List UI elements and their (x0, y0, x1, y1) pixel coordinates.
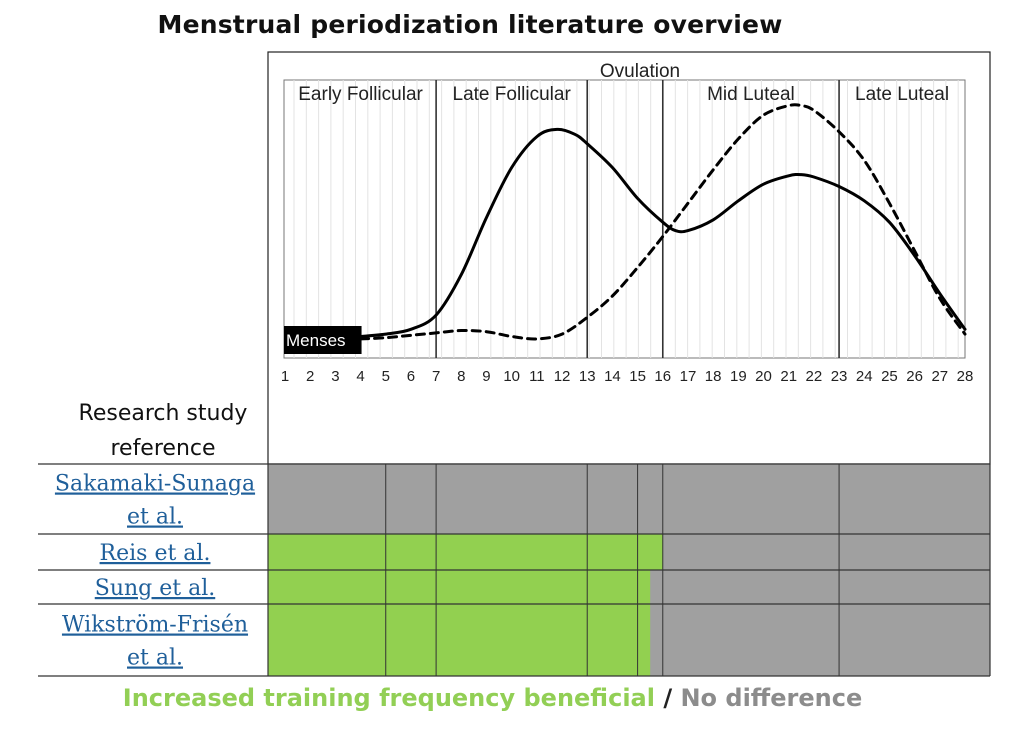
reference-header-line-2: reference (110, 436, 215, 461)
legend-beneficial: Increased training frequency beneficial (122, 684, 655, 712)
chart-figure: Early Follicular Late Follicular Mid Lutea… (38, 51, 991, 677)
x-tick-label-13: 13 (579, 368, 596, 385)
legend: Increased training frequency beneficial … (0, 684, 985, 712)
x-tick-label-25: 25 (881, 368, 898, 385)
x-tick-label-11: 11 (529, 368, 545, 385)
x-tick-label-27: 27 (931, 368, 948, 385)
x-tick-label-8: 8 (457, 368, 465, 385)
x-tick-label-14: 14 (604, 368, 621, 385)
study-link-1-line-1[interactable]: Sakamaki-Sunaga (55, 472, 255, 497)
x-tick-label-12: 12 (554, 368, 571, 385)
x-tick-label-1: 1 (281, 368, 289, 385)
phase-label-1: Early Follicular (298, 84, 423, 105)
study-table (38, 463, 991, 677)
row-no-difference-1 (268, 464, 990, 534)
ovulation-label: Ovulation (600, 61, 680, 82)
phase-label-2: Late Follicular (453, 84, 572, 105)
x-tick-label-21: 21 (780, 368, 797, 385)
study-link-4-line-2[interactable]: et al. (127, 646, 183, 671)
study-link-4-line-1[interactable]: Wikström-Frisén (62, 613, 248, 638)
x-tick-label-4: 4 (356, 368, 364, 385)
x-tick-label-6: 6 (407, 368, 415, 385)
x-tick-label-7: 7 (432, 368, 440, 385)
x-tick-label-19: 19 (730, 368, 747, 385)
x-tick-label-16: 16 (654, 368, 671, 385)
plot-background (267, 51, 991, 465)
study-link-1-line-2[interactable]: et al. (127, 505, 183, 530)
row-beneficial-2 (268, 534, 663, 570)
x-tick-label-23: 23 (831, 368, 848, 385)
x-tick-label-28: 28 (957, 368, 974, 385)
menses-label: Menses (286, 331, 346, 350)
x-tick-label-2: 2 (306, 368, 314, 385)
legend-separator: / (654, 684, 681, 712)
curve-dashed (359, 103, 967, 341)
phase-labels: Early Follicular Late Follicular Mid Lutea… (298, 61, 949, 105)
x-tick-label-22: 22 (806, 368, 823, 385)
phase-label-3: Mid Luteal (707, 84, 795, 105)
menses-box (284, 326, 362, 354)
x-tick-label-15: 15 (629, 368, 646, 385)
x-tick-label-26: 26 (906, 368, 923, 385)
study-labels: Research study reference Sakamaki-Sunaga et… (55, 401, 255, 671)
x-tick-label-10: 10 (503, 368, 520, 385)
menses-marker: Menses (284, 326, 362, 354)
study-link-3-line-1[interactable]: Sung et al. (95, 576, 215, 601)
x-axis-ticks: 1 2 3 4 5 6 7 8 9 10 11 12 13 14 15 16 17 18 19 20 21 22 23 24 2… (281, 368, 974, 385)
x-tick-label-20: 20 (755, 368, 772, 385)
reference-header-line-1: Research study (79, 401, 248, 426)
row-beneficial-3 (268, 570, 651, 604)
x-tick-label-5: 5 (382, 368, 390, 385)
row-beneficial-4 (268, 604, 651, 676)
x-tick-label-18: 18 (705, 368, 722, 385)
phase-boundaries (435, 80, 840, 358)
x-tick-label-17: 17 (680, 368, 697, 385)
study-link-2-line-1[interactable]: Reis et al. (100, 541, 211, 566)
x-tick-label-9: 9 (482, 368, 490, 385)
chart-title: Menstrual periodization literature overv… (157, 10, 783, 39)
phase-label-4: Late Luteal (855, 84, 949, 105)
x-tick-label-24: 24 (856, 368, 873, 385)
hormone-curves (359, 103, 967, 341)
legend-no-difference: No difference (680, 684, 863, 712)
plot-frame (267, 51, 991, 465)
plot-area-border (283, 79, 966, 359)
x-tick-label-3: 3 (331, 368, 339, 385)
